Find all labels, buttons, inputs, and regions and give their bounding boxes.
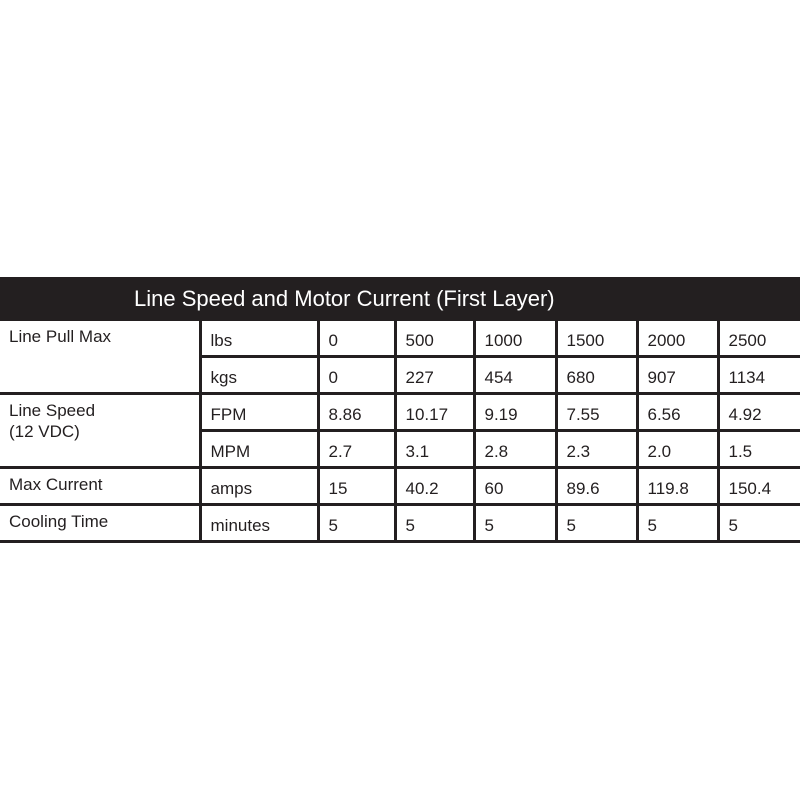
value-cell: 2.8 [472, 429, 558, 469]
value-cell: 2.0 [635, 429, 720, 469]
row-label-text: Line Speed [9, 401, 96, 420]
value-cell: 2000 [635, 318, 720, 358]
table-title: Line Speed and Motor Current (First Laye… [0, 277, 800, 318]
value-cell: 5 [393, 503, 476, 543]
value-cell: 454 [472, 355, 558, 395]
value-cell: 10.17 [393, 392, 476, 432]
value-cell: 0 [316, 318, 397, 358]
value-cell: 5 [472, 503, 558, 543]
spec-table: Line Pull Max lbs 0 500 1000 1500 2000 2500 kgs 0… [0, 318, 800, 543]
unit-cell: MPM [200, 429, 320, 469]
value-cell: 9.19 [472, 392, 558, 432]
unit-cell: minutes [198, 503, 320, 543]
value-cell: 6.56 [635, 392, 720, 432]
value-cell: 5 [635, 503, 720, 543]
row-label: Max Current [0, 466, 202, 506]
value-cell: 5 [316, 503, 397, 543]
value-cell: 2500 [716, 318, 800, 358]
row-label-subtext: (12 VDC) [9, 422, 80, 441]
value-cell: 119.8 [635, 466, 720, 506]
value-cell: 2.3 [554, 429, 639, 469]
row-label-text: Line Pull Max [9, 327, 112, 346]
row-label: Line Speed (12 VDC) [0, 392, 202, 469]
value-cell: 40.2 [393, 466, 476, 506]
value-cell: 4.92 [716, 392, 800, 432]
unit-cell: amps [198, 466, 320, 506]
value-cell: 150.4 [716, 466, 800, 506]
value-cell: 89.6 [554, 466, 639, 506]
value-cell: 3.1 [393, 429, 476, 469]
value-cell: 5 [554, 503, 639, 543]
row-label-text: Max Current [9, 475, 103, 494]
value-cell: 60 [472, 466, 558, 506]
value-cell: 1134 [716, 355, 800, 395]
table-row: kgs 0 227 454 680 907 1134 [0, 355, 800, 395]
unit-cell: kgs [200, 355, 320, 395]
value-cell: 1000 [472, 318, 558, 358]
row-label: Cooling Time [0, 503, 202, 543]
spec-table-container: Line Speed and Motor Current (First Laye… [0, 277, 800, 543]
value-cell: 7.55 [554, 392, 639, 432]
row-label: Line Pull Max [0, 318, 202, 395]
value-cell: 500 [393, 318, 476, 358]
table-row: Line Speed (12 VDC) FPM 8.86 10.17 9.19 7.55 6.… [0, 392, 800, 469]
value-cell: 907 [635, 355, 720, 395]
table-row: Line Pull Max lbs 0 500 1000 1500 2000 2500 [0, 318, 800, 395]
table-row: Cooling Time minutes 5 5 5 5 5 5 [0, 503, 800, 543]
table-row: MPM 2.7 3.1 2.8 2.3 2.0 1.5 [0, 429, 800, 469]
value-cell: 2.7 [316, 429, 397, 469]
unit-cell: FPM [198, 392, 320, 432]
value-cell: 680 [554, 355, 639, 395]
value-cell: 1500 [554, 318, 639, 358]
unit-cell: lbs [198, 318, 320, 358]
value-cell: 0 [316, 355, 397, 395]
table-row: Max Current amps 15 40.2 60 89.6 119.8 150.4 [0, 466, 800, 506]
value-cell: 15 [316, 466, 397, 506]
value-cell: 227 [393, 355, 476, 395]
value-cell: 5 [716, 503, 800, 543]
value-cell: 1.5 [716, 429, 800, 469]
value-cell: 8.86 [316, 392, 397, 432]
row-label-text: Cooling Time [9, 512, 109, 531]
